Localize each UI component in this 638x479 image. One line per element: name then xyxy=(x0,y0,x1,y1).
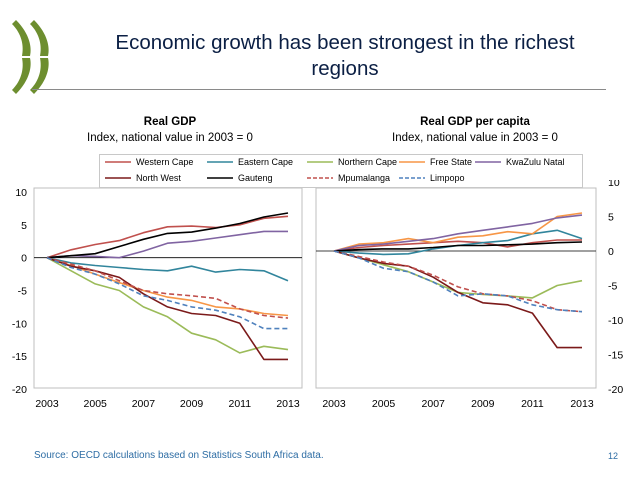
y-tick-label: -10 xyxy=(608,315,623,327)
legend-label: Western Cape xyxy=(136,157,194,167)
title-divider xyxy=(32,89,606,90)
y-tick-label: -10 xyxy=(12,318,27,330)
panel-subtitle: Index, national value in 2003 = 0 xyxy=(87,132,253,144)
series-line-gauteng xyxy=(333,241,583,252)
legend-swatch xyxy=(307,177,333,179)
legend-label: Eastern Cape xyxy=(238,157,294,167)
panel-heading-real-gdp-per-capita: Real GDP per capita Index, national valu… xyxy=(360,114,590,146)
x-tick-label: 2013 xyxy=(570,398,594,410)
panel-title: Real GDP per capita xyxy=(420,116,530,128)
page-number: 12 xyxy=(608,451,619,461)
legend-swatch xyxy=(207,161,233,163)
chart-real-gdp-per-capita: 10 5 0 -5 -10 -15 -20 2003 2005 2007 2009 2011 2013 xyxy=(315,180,623,410)
y-tick-label: 5 xyxy=(608,212,614,224)
panel-heading-real-gdp: Real GDP Index, national value in 2003 =… xyxy=(60,114,280,146)
legend-label: Northern Cape xyxy=(338,157,398,167)
series-line-mpumalanga xyxy=(333,250,583,313)
y-tick-label: 10 xyxy=(15,187,27,199)
legend-swatch xyxy=(399,161,425,163)
series-line-northern-cape xyxy=(333,250,583,299)
series-line-limpopo xyxy=(46,256,288,330)
plot-frame xyxy=(33,187,303,389)
series-line-kwazulu-natal xyxy=(46,230,288,259)
x-tick-label: 2013 xyxy=(276,398,300,410)
series-line-mpumalanga xyxy=(46,256,289,319)
chart-real-gdp: 10 5 0 -5 -10 -15 -20 2003 2005 2007 2009 2011 2013 xyxy=(12,187,303,410)
legend-swatch xyxy=(207,177,233,179)
legend-swatch xyxy=(105,161,131,163)
slide-title: Economic growth has been strongest in th… xyxy=(115,31,575,80)
oecd-logo xyxy=(12,20,49,94)
series-line-western-cape xyxy=(333,239,582,252)
legend-label: Limpopo xyxy=(430,173,465,183)
y-tick-label: -5 xyxy=(18,286,27,298)
series-line-northern-cape xyxy=(46,256,289,354)
panel-subtitle: Index, national value in 2003 = 0 xyxy=(392,132,558,144)
y-tick-label: 5 xyxy=(21,220,27,232)
y-tick-label: 0 xyxy=(21,253,27,265)
series-line-limpopo xyxy=(333,250,583,313)
x-tick-label: 2009 xyxy=(180,398,204,410)
x-tick-label: 2005 xyxy=(84,398,108,410)
y-tick-label: -15 xyxy=(608,350,623,362)
y-tick-label: -5 xyxy=(608,281,617,293)
legend: Western Cape Eastern Cape Northern Cape Fre… xyxy=(99,154,583,188)
y-tick-label: -15 xyxy=(12,351,27,363)
x-tick-label: 2003 xyxy=(322,398,346,410)
legend-label: North West xyxy=(136,173,181,183)
x-tick-label: 2003 xyxy=(35,398,59,410)
plot-frame xyxy=(315,187,597,389)
series-line-free-state xyxy=(333,212,583,252)
legend-label: Mpumalanga xyxy=(338,173,391,183)
series-line-north-west xyxy=(333,250,582,349)
y-tick-label: -20 xyxy=(608,384,623,396)
series-line-eastern-cape xyxy=(46,256,289,282)
series-line-western-cape xyxy=(46,215,289,259)
x-tick-label: 2011 xyxy=(521,398,544,410)
y-tick-label: 10 xyxy=(608,180,620,189)
series-line-gauteng xyxy=(46,212,289,259)
legend-label: Gauteng xyxy=(238,173,273,183)
legend-swatch xyxy=(307,161,333,163)
series-line-kwazulu-natal xyxy=(333,214,583,252)
y-tick-label: -20 xyxy=(12,384,27,396)
legend-label: KwaZulu Natal xyxy=(506,157,565,167)
x-tick-label: 2005 xyxy=(372,398,396,410)
legend-swatch xyxy=(399,177,425,179)
x-tick-label: 2009 xyxy=(471,398,495,410)
y-tick-label: 0 xyxy=(608,246,614,258)
source-note: Source: OECD calculations based on Stati… xyxy=(34,450,324,461)
legend-swatch xyxy=(105,177,131,179)
x-tick-label: 2011 xyxy=(229,398,252,410)
x-tick-label: 2007 xyxy=(422,398,446,410)
legend-swatch xyxy=(475,161,501,163)
panel-title: Real GDP xyxy=(143,116,197,128)
series-line-north-west xyxy=(46,256,288,361)
legend-label: Free State xyxy=(430,157,473,167)
x-tick-label: 2007 xyxy=(132,398,156,410)
